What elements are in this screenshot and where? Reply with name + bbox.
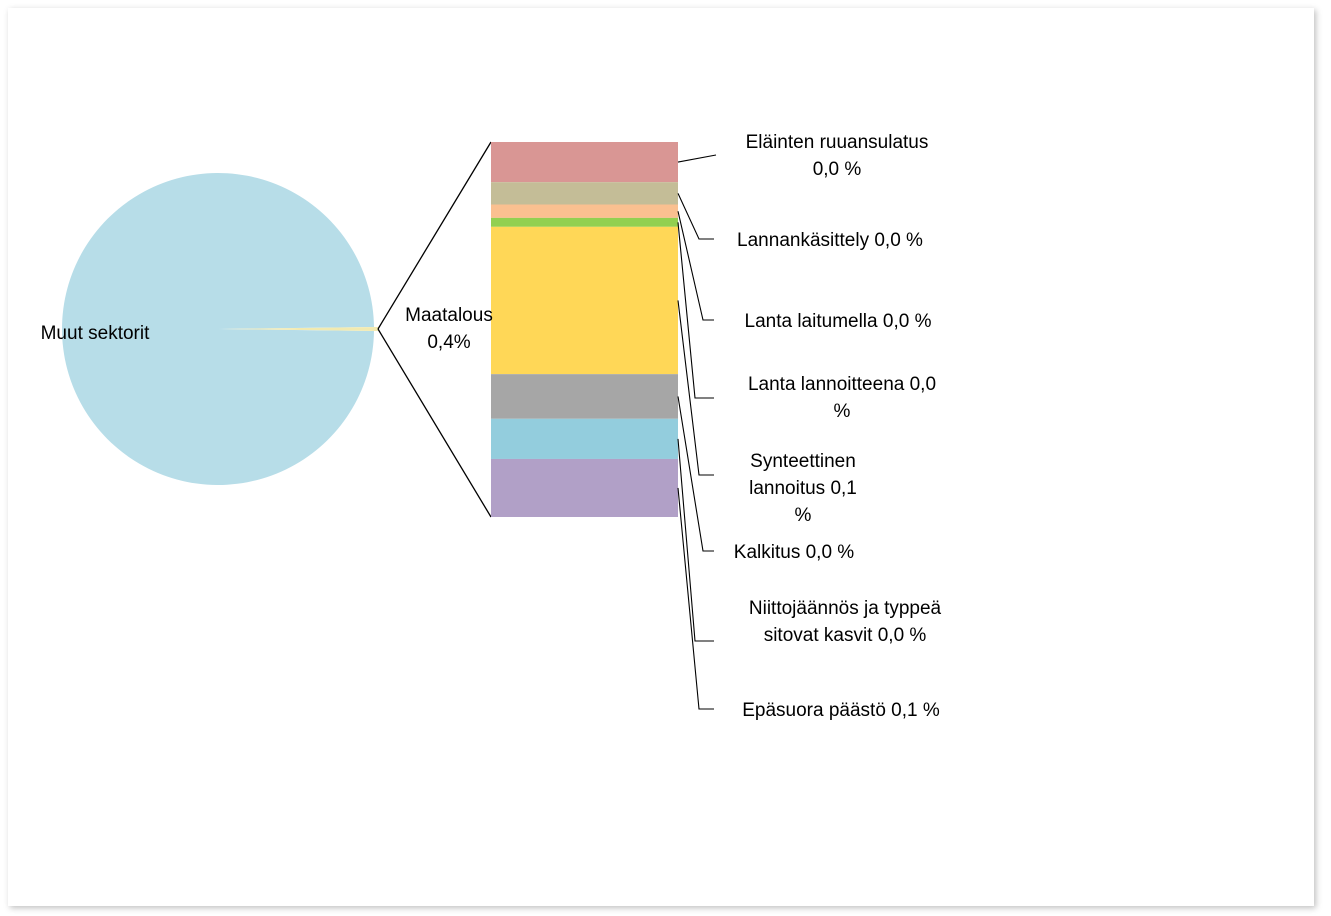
bar-label-lanta-lannoitteena-0-0: Lanta lannoitteena 0,0%: [748, 374, 936, 422]
bar-label-kalkitus-0-0: Kalkitus 0,0 %: [734, 542, 854, 563]
bar-segment-lanta-laitumella-0-0: [491, 204, 678, 218]
data-labels: Muut sektorit Maatalous 0,4% Eläinten ruuan…: [41, 132, 942, 721]
bar-label-epasuora-paasto-0-1: Epäsuora päästö 0,1 %: [742, 700, 940, 721]
bar-segment-lanta-lannoitteena-0-0: [491, 217, 678, 227]
pie-bar-connectors: [377, 141, 492, 518]
bar-segment-elainten-ruuansulatus-0-0: [491, 142, 678, 183]
leader-line-elainten-ruuansulatus-0-0: [677, 154, 717, 163]
pie-slice-muut-sektorit: [62, 173, 374, 486]
pie-slice-maatalous: [222, 327, 378, 331]
leader-line-epasuora-paasto-0-1: [677, 487, 714, 710]
bar-label-elainten-ruuansulatus-0-0: Eläinten ruuansulatus 0,0 %: [746, 132, 929, 180]
connector-line-bottom: [377, 328, 492, 518]
leader-line-niittojaannos-ja-typpea-sitovat-kasvit-0-0: [677, 438, 714, 642]
bar-label-niittojaannos-ja-typpea-sitovat-kasvit-0-0: Niittojäännös ja typpeä sitovat kasvit 0,…: [749, 598, 942, 646]
leader-line-synteettinen-lannoitus-0-1: [677, 300, 714, 476]
leader-line-lanta-laitumella-0-0: [677, 211, 714, 321]
pie-label-muut-sektorit: Muut sektorit: [41, 323, 150, 344]
pie-label-maatalous: Maatalous 0,4%: [405, 305, 493, 353]
bar-label-lannankasittely-0-0: Lannankäsittely 0,0 %: [737, 230, 923, 251]
bar-label-synteettinen-lannoitus-0-1: Synteettinen lannoitus 0,1%: [749, 451, 857, 526]
stacked-bar: [491, 142, 678, 517]
leader-lines: [677, 154, 717, 710]
bar-segment-lannankasittely-0-0: [491, 182, 678, 205]
bar-segment-niittojaannos-ja-typpea-sitovat-kasvit-0-0: [491, 418, 678, 459]
leader-line-kalkitus-0-0: [677, 396, 714, 552]
leader-line-lannankasittely-0-0: [677, 193, 714, 240]
bar-segment-kalkitus-0-0: [491, 374, 678, 419]
bar-label-lanta-laitumella-0-0: Lanta laitumella 0,0 %: [745, 311, 932, 332]
bar-segment-synteettinen-lannoitus-0-1: [491, 226, 678, 375]
leader-line-lanta-lannoitteena-0-0: [677, 222, 714, 399]
pie-group: [62, 173, 378, 486]
connector-line-top: [377, 141, 492, 330]
bar-segment-epasuora-paasto-0-1: [491, 458, 678, 517]
